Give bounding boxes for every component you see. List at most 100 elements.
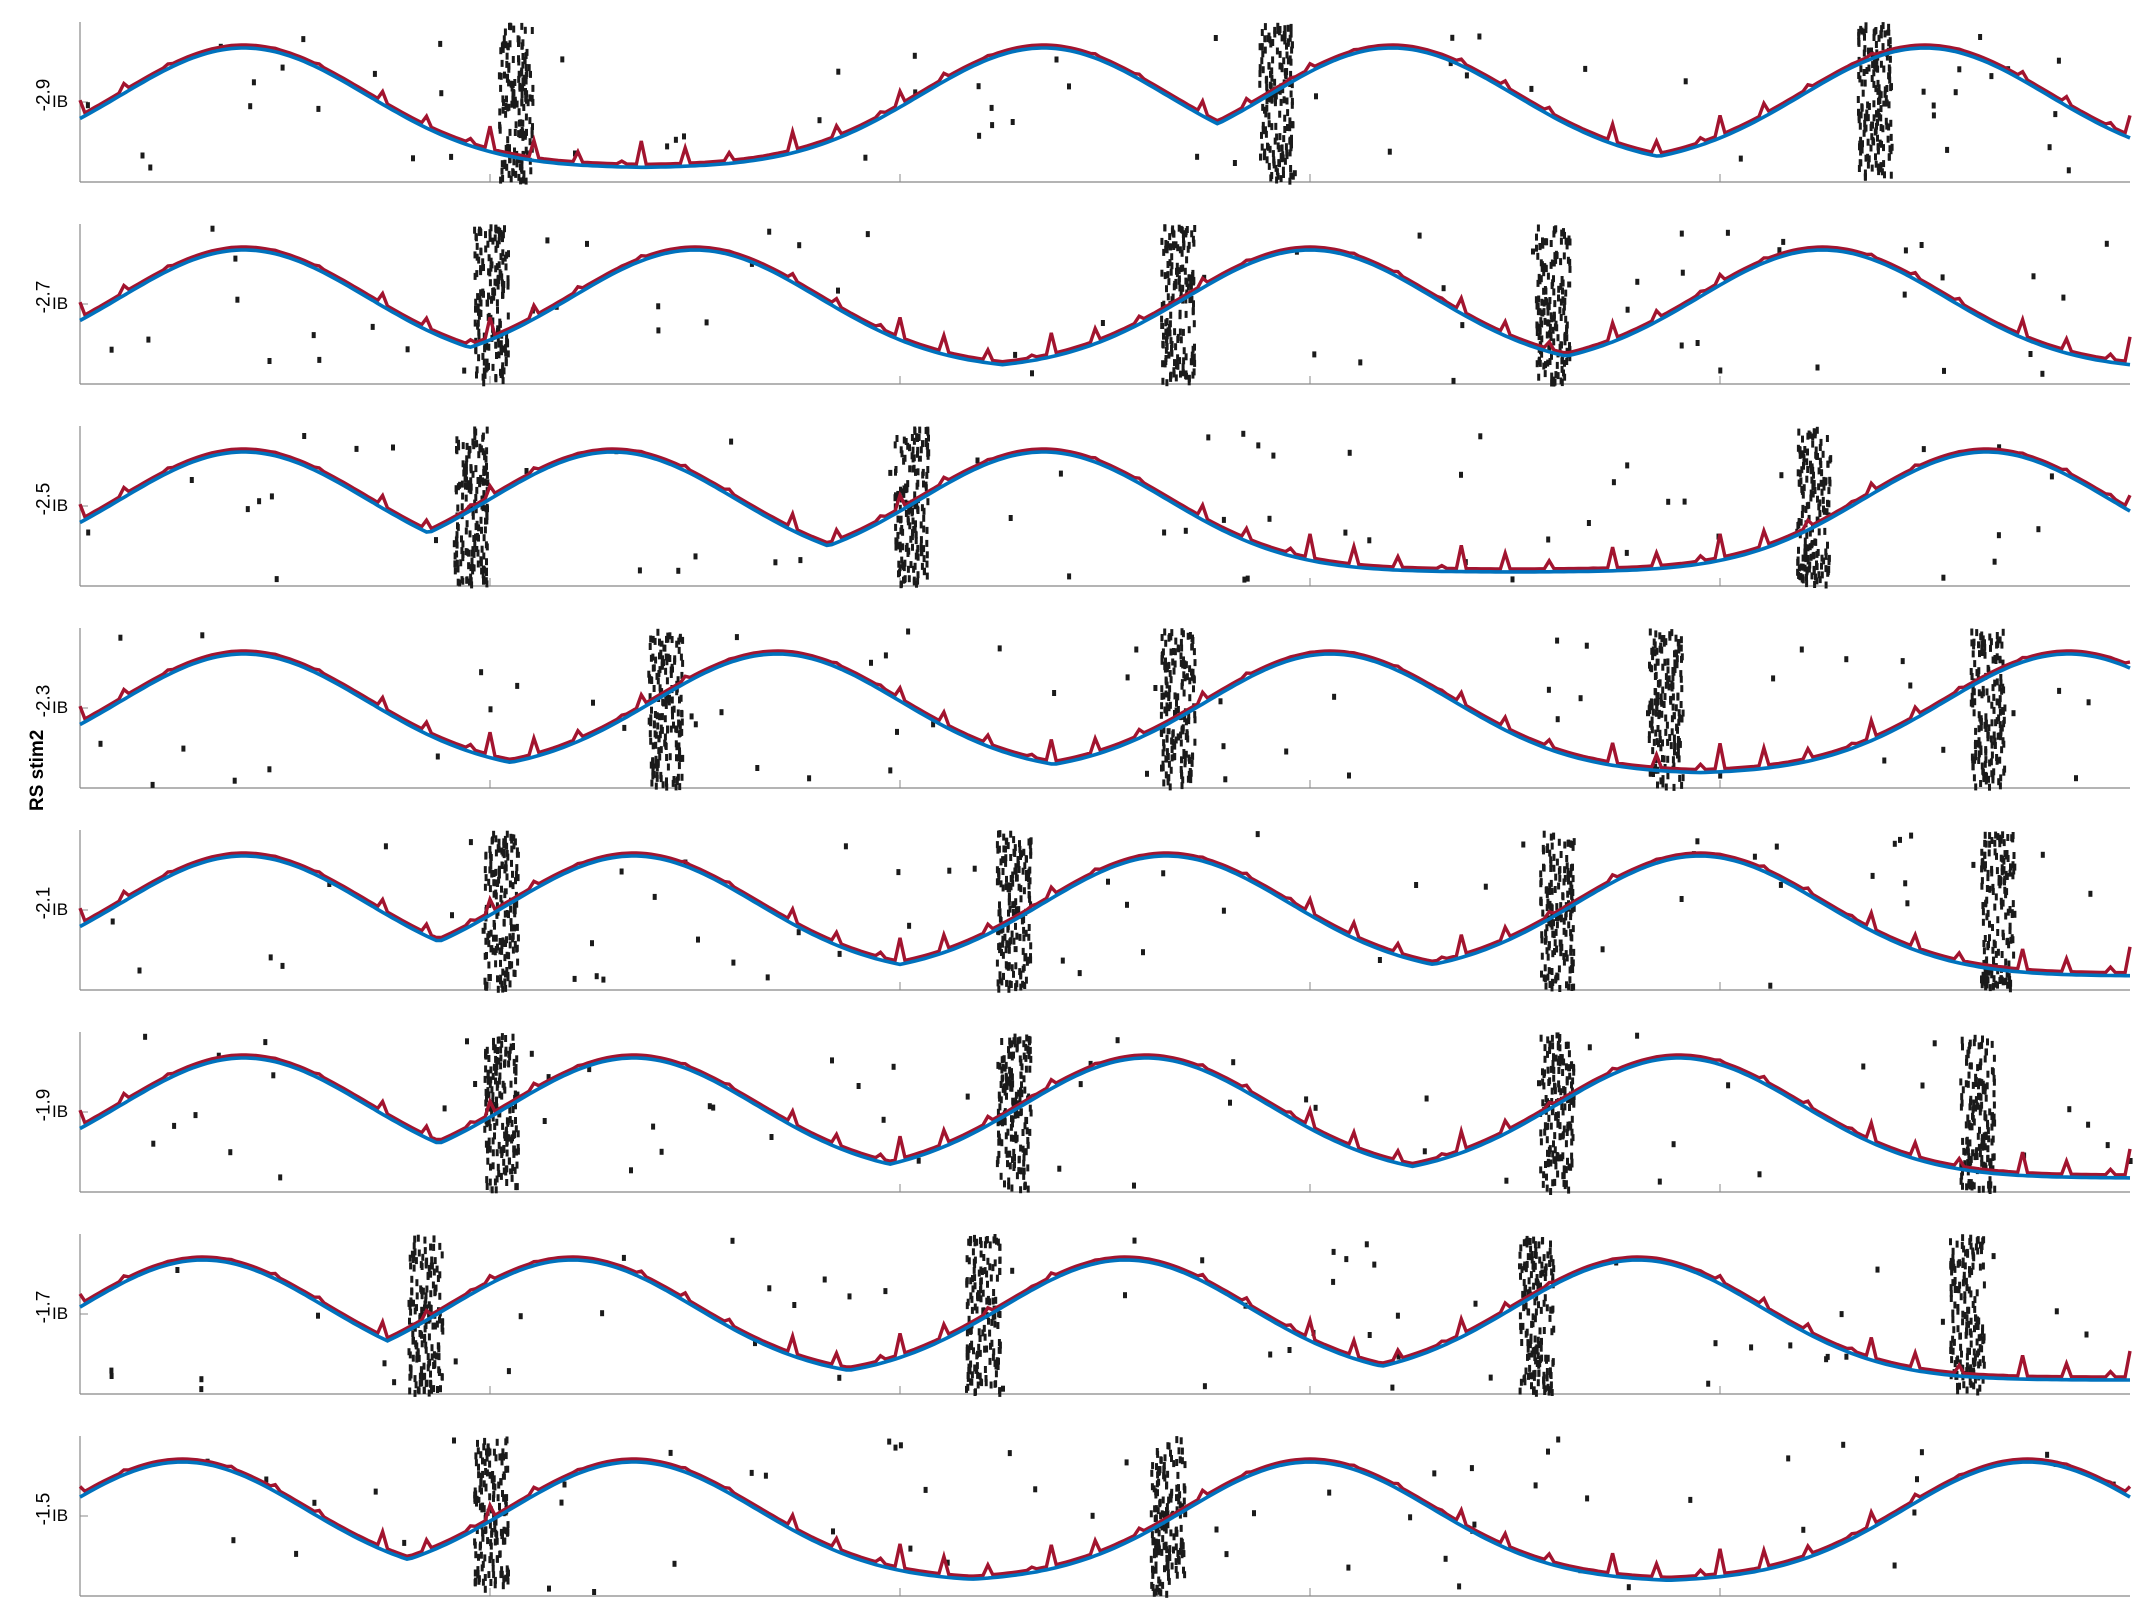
spike-mark	[696, 936, 700, 943]
spike-mark	[1010, 1068, 1013, 1076]
spike-mark	[1973, 1296, 1977, 1304]
spike-mark	[1680, 685, 1684, 693]
spike-mark	[1531, 1347, 1535, 1355]
spike-mark	[1874, 127, 1878, 135]
spike-mark	[499, 959, 502, 967]
spike-mark	[1518, 1263, 1522, 1270]
spike-mark	[1182, 347, 1186, 355]
spike-mark	[1181, 776, 1185, 784]
spike-mark	[1177, 1497, 1181, 1505]
spike-mark	[474, 233, 478, 241]
spike-mark	[1161, 760, 1165, 768]
spike-mark	[1808, 543, 1812, 551]
spike-mark	[1014, 898, 1018, 906]
spike-mark	[1872, 100, 1876, 108]
spike-mark	[1820, 469, 1824, 477]
spike-mark	[506, 1368, 511, 1375]
spike-mark	[1163, 1454, 1167, 1462]
spike-mark	[1283, 114, 1287, 122]
spike-mark	[982, 1324, 986, 1332]
spike-mark	[1988, 832, 1992, 840]
spike-mark	[1885, 122, 1889, 130]
spike-mark	[1279, 175, 1283, 183]
spike-mark	[1988, 934, 1991, 942]
spike-mark	[232, 777, 237, 784]
spike-mark	[1880, 168, 1884, 176]
spike-mark	[894, 492, 897, 500]
spike-mark	[912, 52, 917, 59]
spike-mark	[1997, 444, 2002, 451]
spike-mark	[1963, 1160, 1967, 1168]
spike-mark	[1546, 843, 1550, 851]
spike-mark	[648, 693, 652, 701]
spike-mark	[1193, 225, 1197, 232]
spike-mark	[1970, 673, 1974, 681]
spike-mark	[1666, 772, 1670, 780]
spike-mark	[1553, 1178, 1557, 1186]
spike-mark	[659, 775, 663, 783]
spike-mark	[1172, 740, 1176, 748]
spike-mark	[498, 1453, 502, 1461]
spike-mark	[502, 851, 506, 859]
spike-mark	[503, 1086, 507, 1094]
spike-mark	[1967, 1153, 1971, 1161]
spike-mark	[922, 480, 925, 488]
spike-mark	[1540, 936, 1544, 944]
spike-mark	[487, 343, 491, 351]
spike-mark	[488, 1448, 492, 1456]
spike-mark	[414, 1257, 418, 1265]
spike-mark	[1187, 374, 1191, 382]
spike-mark	[433, 1361, 437, 1369]
spike-mark	[1174, 374, 1178, 382]
spike-mark	[492, 1494, 495, 1502]
spike-mark	[1281, 154, 1285, 162]
spike-mark	[488, 1178, 492, 1186]
spike-mark	[1876, 87, 1880, 95]
spike-mark	[1549, 856, 1553, 864]
spike-mark	[1992, 1078, 1996, 1086]
spike-mark	[1679, 896, 1684, 902]
spike-mark	[506, 1521, 510, 1529]
spike-mark	[998, 901, 1001, 909]
spike-mark	[494, 226, 498, 234]
spike-mark	[1544, 1161, 1547, 1168]
spike-mark	[1561, 1152, 1565, 1160]
spike-mark	[1280, 65, 1284, 73]
spike-mark	[499, 372, 504, 378]
spike-mark	[426, 1364, 430, 1372]
spike-mark	[1422, 1148, 1427, 1155]
spike-mark	[931, 721, 936, 728]
spike-mark	[486, 1157, 490, 1165]
spike-mark	[2012, 951, 2016, 959]
spike-mark	[1541, 1237, 1545, 1244]
spike-mark	[837, 1374, 842, 1381]
spike-mark	[1949, 1290, 1953, 1298]
spike-mark	[1166, 241, 1170, 249]
spike-mark	[1815, 563, 1819, 571]
spike-mark	[1864, 154, 1868, 162]
spike-mark	[983, 1345, 987, 1353]
spike-mark	[1882, 757, 1887, 764]
spike-mark	[2008, 979, 2012, 987]
spike-mark	[1870, 75, 1874, 82]
spike-mark	[1981, 1035, 1984, 1043]
spike-mark	[1255, 831, 1260, 838]
spike-mark	[470, 549, 474, 557]
spike-mark	[175, 1267, 180, 1273]
spike-mark	[510, 1119, 514, 1127]
spike-mark	[522, 104, 526, 111]
spike-mark	[2086, 1121, 2091, 1128]
spike-mark	[521, 61, 525, 69]
spike-mark	[1538, 356, 1541, 364]
spike-mark	[1972, 1382, 1976, 1390]
spike-mark	[1191, 358, 1195, 366]
spike-mark	[670, 636, 674, 643]
spike-mark	[414, 1381, 418, 1389]
spike-mark	[1261, 50, 1265, 58]
spike-mark	[1981, 1185, 1985, 1193]
spike-mark	[1547, 303, 1551, 311]
spike-mark	[1192, 239, 1196, 247]
spike-mark	[919, 542, 923, 550]
spike-mark	[497, 845, 501, 853]
spike-mark	[501, 1122, 505, 1130]
